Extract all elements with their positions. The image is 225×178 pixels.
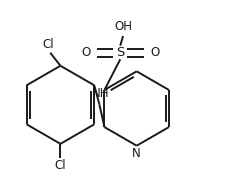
Text: OH: OH — [114, 20, 132, 33]
Text: Cl: Cl — [43, 38, 54, 51]
Text: N: N — [132, 147, 141, 160]
Text: Cl: Cl — [55, 159, 66, 172]
Text: O: O — [81, 46, 90, 59]
Text: S: S — [116, 46, 124, 59]
Text: NH: NH — [92, 87, 109, 100]
Text: O: O — [150, 46, 159, 59]
